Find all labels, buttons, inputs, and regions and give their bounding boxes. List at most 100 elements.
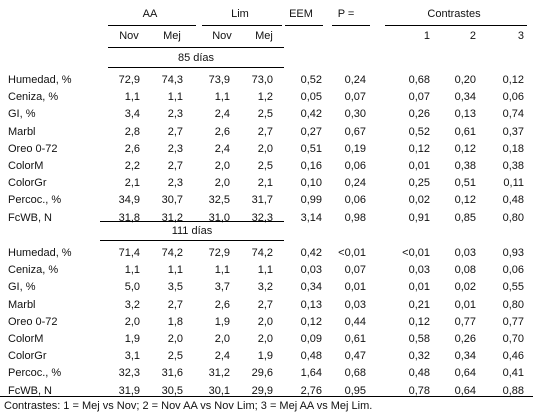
rule-section-1-top — [108, 47, 284, 48]
cell-eem: 0,42 — [300, 108, 322, 121]
cell-aa-nov: 3,4 — [124, 108, 140, 121]
cell-label: Humedad, % — [8, 247, 72, 259]
cell-p-value: 0,01 — [344, 281, 366, 294]
cell-contrast-1: 0,25 — [408, 177, 430, 190]
table-bottom-rule — [0, 396, 533, 397]
cell-contrast-3: 0,74 — [502, 108, 524, 121]
cell-label: ColorM — [8, 333, 44, 345]
cell-eem: 0,09 — [300, 333, 322, 345]
header-sub-nov-aa: Nov — [119, 30, 139, 42]
section-title-85: 85 días — [177, 52, 215, 64]
cell-aa-nov: 2,6 — [124, 142, 140, 155]
cell-eem: 0,99 — [300, 194, 322, 207]
cell-contrast-2: 0,12 — [454, 194, 476, 207]
cell-contrast-1: 0,01 — [408, 160, 430, 172]
cell-contrast-1: 0,07 — [408, 91, 430, 104]
header-contrast-1: 1 — [423, 30, 430, 42]
cell-contrast-3: 0,11 — [503, 177, 524, 190]
cell-contrast-1: 0,68 — [408, 74, 430, 86]
rule-p — [332, 25, 370, 26]
cell-aa-mej: 2,5 — [167, 350, 183, 363]
cell-eem: 0,42 — [300, 247, 322, 259]
cell-p-value: 0,03 — [344, 298, 366, 311]
cell-contrast-3: 0,70 — [502, 333, 524, 345]
cell-aa-nov: 2,1 — [124, 177, 140, 190]
cell-contrast-2: 0,38 — [454, 160, 476, 172]
cell-aa-mej: 1,8 — [167, 315, 183, 328]
cell-contrast-3: 0,06 — [502, 264, 524, 277]
cell-p-value: 0,19 — [344, 142, 366, 155]
cell-contrast-2: 0,34 — [454, 350, 476, 363]
cell-contrast-3: 0,18 — [502, 142, 524, 155]
cell-lim-nov: 73,9 — [208, 74, 230, 86]
cell-aa-nov: 31,8 — [118, 211, 140, 224]
cell-contrast-1: 0,12 — [408, 315, 430, 328]
cell-p-value: 0,95 — [344, 384, 366, 397]
cell-label: Ceniza, % — [8, 264, 59, 277]
cell-contrast-2: 0,01 — [454, 298, 476, 311]
cell-lim-nov: 31,2 — [208, 367, 230, 380]
cell-contrast-2: 0,77 — [454, 315, 476, 328]
cell-lim-mej: 3,2 — [257, 281, 273, 294]
cell-lim-mej: 2,0 — [257, 142, 273, 155]
rule-aa — [108, 25, 196, 26]
cell-contrast-3: 0,77 — [502, 315, 524, 328]
cell-aa-mej: 2,3 — [167, 108, 183, 121]
cell-contrast-2: 0,61 — [454, 125, 476, 138]
cell-eem: 0,13 — [300, 298, 322, 311]
cell-label: Ceniza, % — [8, 91, 59, 104]
cell-label: FcWB, N — [8, 384, 52, 397]
cell-aa-nov: 34,9 — [118, 194, 140, 207]
cell-label: Oreo 0-72 — [8, 315, 58, 328]
cell-eem: 0,12 — [300, 315, 322, 328]
rule-section-1-bottom — [108, 67, 284, 68]
cell-aa-nov: 1,1 — [124, 91, 140, 104]
cell-contrast-3: 0,55 — [502, 281, 524, 294]
cell-aa-mej: 31,6 — [161, 367, 183, 380]
rule-lim — [202, 25, 282, 26]
cell-contrast-3: 0,80 — [502, 211, 524, 224]
cell-label: ColorGr — [8, 350, 47, 363]
cell-label: Percoc., % — [8, 194, 62, 207]
cell-contrast-1: 0,02 — [408, 194, 430, 207]
cell-label: ColorM — [8, 160, 44, 172]
cell-lim-nov: 2,4 — [214, 142, 230, 155]
cell-aa-nov: 2,0 — [124, 315, 140, 328]
cell-contrast-1: 0,91 — [408, 211, 430, 224]
cell-contrast-1: 0,52 — [408, 125, 430, 138]
cell-p-value: 0,61 — [344, 333, 366, 345]
cell-aa-mej: 2,3 — [167, 142, 183, 155]
cell-contrast-2: 0,64 — [454, 367, 476, 380]
cell-p-value: 0,07 — [344, 91, 366, 104]
cell-aa-nov: 2,8 — [124, 125, 140, 138]
cell-contrast-1: <0,01 — [402, 247, 430, 259]
cell-contrast-2: 0,26 — [454, 333, 476, 345]
footnote: Contrastes: 1 = Mej vs Nov; 2 = Nov AA v… — [4, 400, 373, 412]
cell-p-value: 0,06 — [344, 194, 366, 207]
cell-p-value: 0,67 — [344, 125, 366, 138]
cell-contrast-1: 0,32 — [408, 350, 430, 363]
header-contrast-2: 2 — [469, 30, 476, 42]
cell-lim-mej: 2,5 — [257, 108, 273, 121]
cell-lim-nov: 2,6 — [214, 298, 230, 311]
cell-p-value: 0,98 — [344, 211, 366, 224]
cell-contrast-2: 0,03 — [454, 247, 476, 259]
cell-lim-nov: 2,4 — [214, 350, 230, 363]
cell-lim-nov: 31,0 — [208, 211, 230, 224]
cell-aa-nov: 1,1 — [124, 264, 140, 277]
cell-eem: 0,10 — [300, 177, 322, 190]
cell-lim-nov: 3,7 — [214, 281, 230, 294]
cell-lim-nov: 2,0 — [214, 333, 230, 345]
rule-section-2-top — [100, 221, 284, 222]
cell-contrast-2: 0,20 — [454, 74, 476, 86]
cell-aa-mej: 2,7 — [167, 125, 183, 138]
cell-aa-mej: 74,3 — [161, 74, 183, 86]
cell-eem: 3,14 — [300, 211, 322, 224]
cell-contrast-2: 0,34 — [454, 91, 476, 104]
cell-p-value: 0,24 — [344, 74, 366, 86]
cell-lim-nov: 32,5 — [208, 194, 230, 207]
cell-aa-nov: 3,1 — [124, 350, 140, 363]
cell-contrast-3: 0,41 — [502, 367, 524, 380]
cell-lim-nov: 30,1 — [208, 384, 230, 397]
